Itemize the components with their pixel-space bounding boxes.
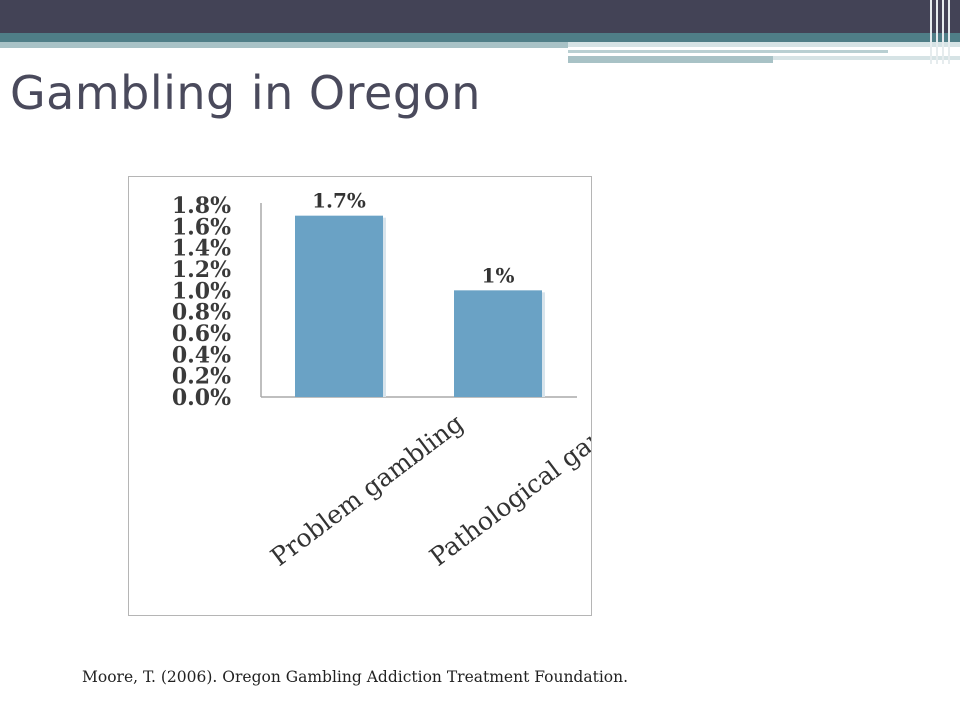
header-band-light <box>568 50 888 53</box>
y-tick-label: 0.4% <box>172 342 231 368</box>
y-tick-label: 0.0% <box>172 385 231 411</box>
y-tick-label: 0.2% <box>172 364 231 390</box>
y-tick-label: 1.2% <box>172 257 231 283</box>
header-band-light <box>568 42 960 47</box>
chart-canvas: 0.0%0.2%0.4%0.6%0.8%1.0%1.2%1.4%1.6%1.8%… <box>172 189 591 572</box>
y-tick-label: 1.6% <box>172 214 231 240</box>
header-stripe <box>936 0 938 64</box>
slide-title: Gambling in Oregon <box>10 66 481 120</box>
header-band-light <box>0 42 568 48</box>
header-band-light <box>773 56 960 60</box>
header-band-light <box>568 56 773 63</box>
header-band-teal <box>0 33 960 42</box>
y-tick-label: 1.8% <box>172 193 231 219</box>
y-tick-label: 0.6% <box>172 321 231 347</box>
data-label: 1.7% <box>312 189 366 213</box>
data-label: 1% <box>482 263 515 287</box>
header-stripe <box>942 0 944 64</box>
bar <box>454 290 542 397</box>
bar <box>295 215 383 397</box>
category-label: Pathological gambling <box>424 379 591 572</box>
y-tick-label: 1.0% <box>172 278 231 304</box>
header-band-dark <box>0 0 960 33</box>
y-tick-label: 1.4% <box>172 236 231 262</box>
y-tick-label: 0.8% <box>172 300 231 326</box>
bar-chart: 0.0% 0.2% 0.4% 0.6% 0.8% 1.0% 1.2% 1.4% 1.6% 1.8%… <box>128 176 592 616</box>
header-stripe <box>930 0 932 64</box>
header-stripe <box>948 0 950 64</box>
source-citation: Moore, T. (2006). Oregon Gambling Addict… <box>82 668 629 686</box>
